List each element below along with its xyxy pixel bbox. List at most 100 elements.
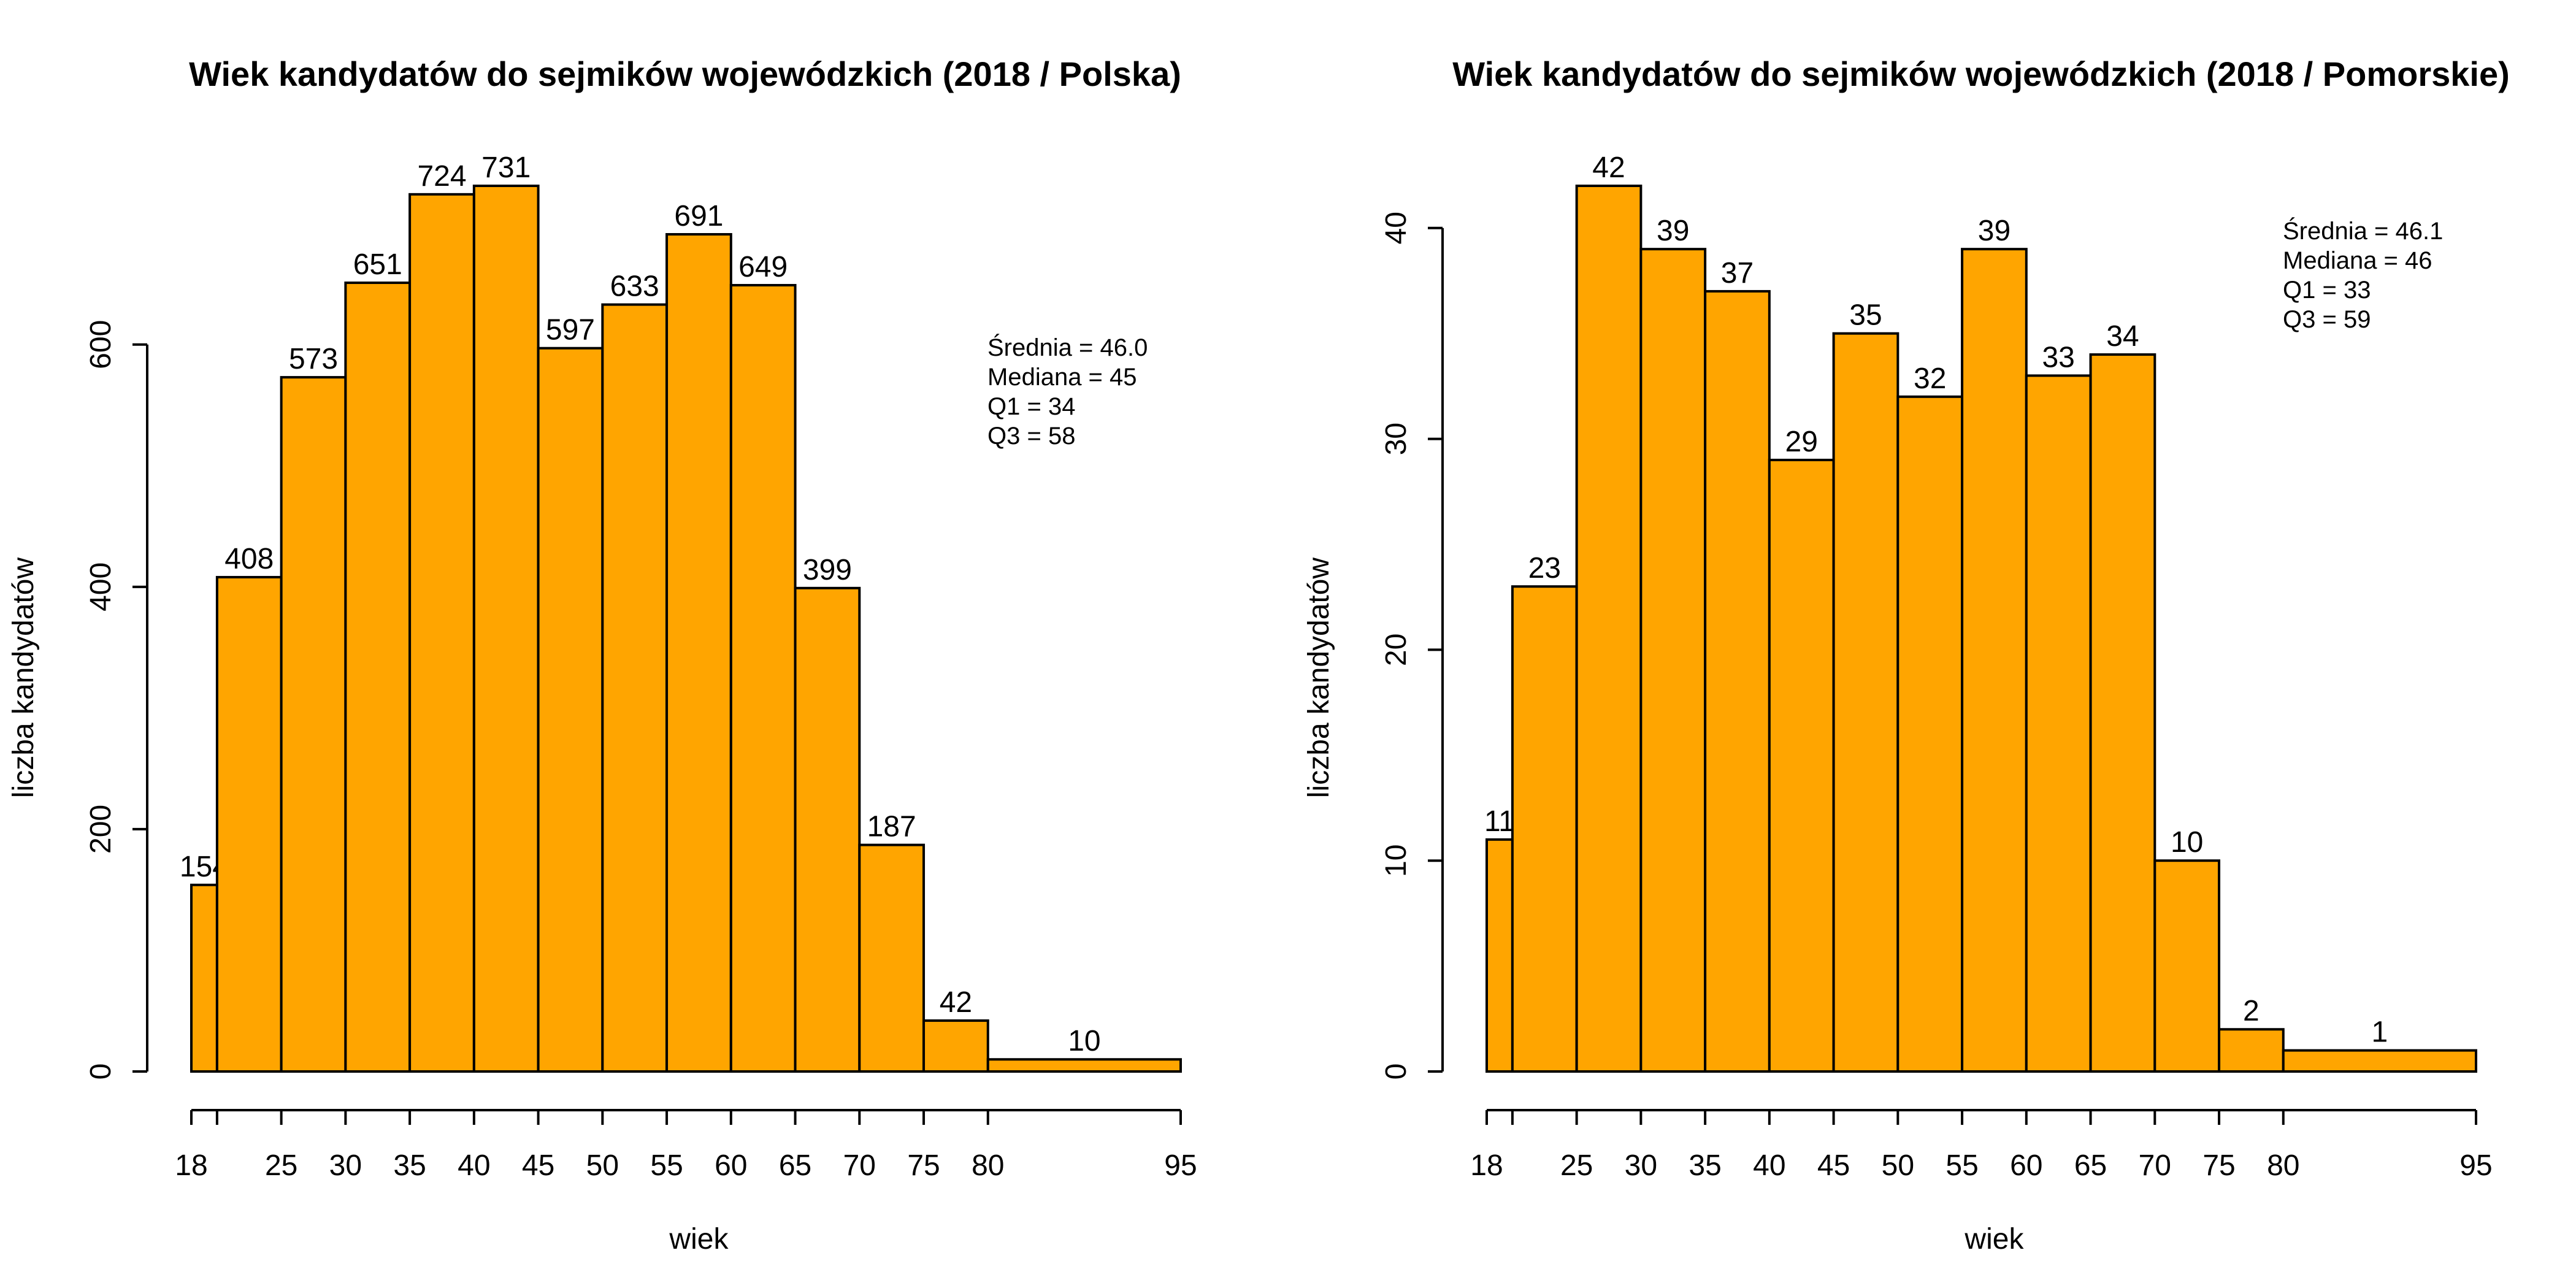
y-tick-label: 40 [1380,212,1413,244]
x-tick-label: 75 [907,1149,940,1182]
bar-value-label: 42 [1592,151,1625,184]
x-tick-label: 50 [1882,1149,1914,1182]
x-tick-label: 95 [2459,1149,2492,1182]
x-tick-label: 18 [175,1149,207,1182]
x-tick-label: 40 [458,1149,490,1182]
bar-value-label: 1 [2372,1016,2388,1049]
x-tick-label: 40 [1753,1149,1785,1182]
x-tick-label: 70 [843,1149,876,1182]
histogram-bar [2218,1028,2285,1073]
histogram-bar [1768,458,1835,1073]
histogram-bar [1896,395,1964,1073]
y-axis-label: liczba kandydatów [7,558,40,799]
bar-value-label: 33 [2042,341,2074,374]
y-axis-label: liczba kandydatów [1303,558,1335,799]
x-tick-label: 35 [1689,1149,1721,1182]
histogram-bar [2282,1049,2478,1073]
y-tick-label: 0 [1380,1064,1413,1080]
x-tick-label: 45 [522,1149,554,1182]
histogram-bar [1704,289,1771,1073]
histogram-bar [408,193,475,1073]
histogram-bar [922,1019,989,1073]
x-tick-label: 95 [1164,1149,1197,1182]
bar-value-label: 399 [803,554,852,586]
y-tick-label: 10 [1380,844,1413,876]
bar-value-label: 29 [1785,426,1818,458]
bar-value-label: 11 [1484,805,1515,838]
stats-annotation: Q3 = 59 [2283,306,2371,333]
x-axis-label: wiek [669,1223,729,1255]
bar-value-label: 408 [224,543,274,575]
y-tick-label: 30 [1380,423,1413,455]
bar-value-label: 39 [1657,215,1689,247]
bar-value-label: 2 [2243,995,2260,1027]
bar-value-label: 34 [2106,320,2139,353]
x-tick-label: 30 [329,1149,362,1182]
chart-title: Wiek kandydatów do sejmików wojewódzkich… [189,55,1181,93]
x-tick-label: 55 [1945,1149,1978,1182]
x-axis-label: wiek [1964,1223,2024,1255]
histogram-bar [601,303,669,1073]
stats-annotation: Q1 = 33 [2283,277,2371,304]
x-tick-label: 18 [1470,1149,1503,1182]
histogram-bar [794,586,861,1073]
y-tick-label: 20 [1380,634,1413,666]
bar-value-label: 724 [417,160,466,193]
histogram-bar [2089,353,2156,1073]
x-tick-label: 35 [393,1149,426,1182]
x-tick-label: 50 [586,1149,619,1182]
stats-annotation: Mediana = 45 [987,364,1137,391]
histogram-bar [729,283,797,1073]
histogram-bar [986,1058,1182,1073]
histogram-bar [472,185,540,1073]
histogram-bar [344,282,412,1073]
histogram-bar [1639,248,1707,1073]
histogram-bar [280,376,347,1073]
y-tick-label: 600 [85,320,117,369]
x-tick-label: 65 [779,1149,811,1182]
x-tick-label: 80 [2267,1149,2299,1182]
histogram-bar [2025,374,2092,1073]
stats-annotation: Q3 = 58 [987,423,1075,450]
histogram-bar [1575,185,1643,1073]
chart-title: Wiek kandydatów do sejmików wojewódzkich… [1452,55,2510,93]
stats-annotation: Q1 = 34 [987,393,1075,420]
histogram-bar [665,233,732,1073]
bar-value-label: 35 [1849,299,1882,332]
stats-annotation: Mediana = 46 [2283,247,2432,274]
bar-value-label: 39 [1978,215,2011,247]
bar-value-label: 691 [674,200,723,232]
stats-annotation: Średnia = 46.1 [2283,217,2443,245]
bar-value-label: 37 [1721,257,1754,289]
x-tick-label: 55 [650,1149,683,1182]
x-tick-label: 60 [2010,1149,2042,1182]
histogram-bar [190,883,218,1073]
x-tick-label: 80 [972,1149,1004,1182]
histogram-bar [1511,585,1578,1073]
bar-value-label: 597 [546,314,595,347]
x-tick-label: 25 [1560,1149,1593,1182]
y-tick-label: 0 [85,1064,117,1080]
x-tick-label: 60 [715,1149,747,1182]
histogram-bar [858,843,926,1073]
bar-value-label: 649 [738,251,788,283]
histogram-bar [2153,859,2221,1073]
bar-value-label: 187 [867,811,916,843]
histogram-bar [1485,838,1514,1073]
histogram-bar [215,576,283,1073]
x-tick-label: 70 [2139,1149,2171,1182]
bar-value-label: 10 [2171,826,2203,859]
x-tick-label: 75 [2202,1149,2235,1182]
stats-annotation: Średnia = 46.0 [987,333,1148,361]
histogram-polska: Wiek kandydatów do sejmików wojewódzkich… [7,55,1197,1255]
bar-value-label: 731 [481,151,531,184]
x-tick-label: 65 [2074,1149,2107,1182]
y-tick-label: 200 [85,805,117,854]
histogram-bar [537,347,604,1073]
y-tick-label: 400 [85,562,117,611]
x-tick-label: 30 [1625,1149,1657,1182]
x-tick-label: 25 [265,1149,297,1182]
bar-value-label: 651 [353,248,402,281]
bar-value-label: 42 [940,986,972,1019]
